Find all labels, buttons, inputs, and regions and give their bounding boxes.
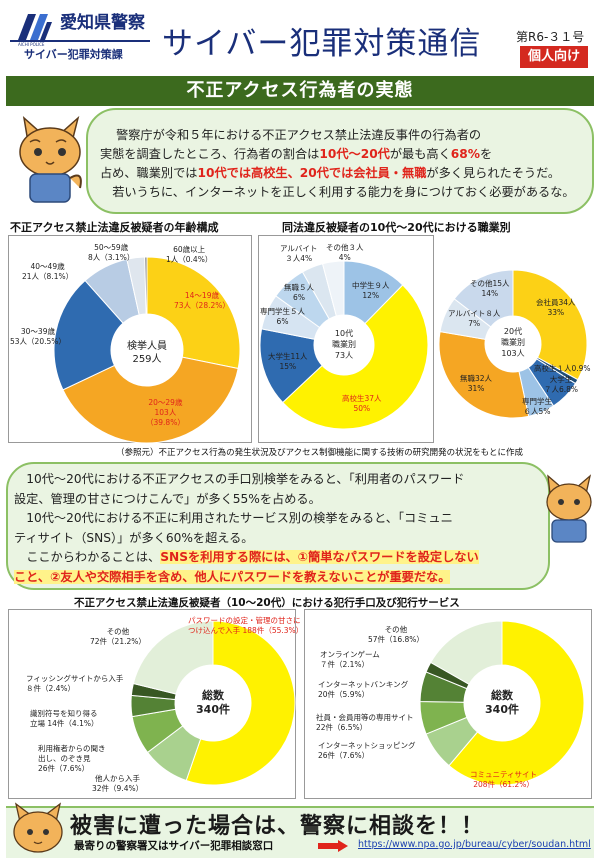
job10-label-parttime: アルバイト ３人4% <box>280 244 318 263</box>
bottom-bar <box>6 806 594 858</box>
job20-label-unemployed: 無職32人 31% <box>460 374 493 393</box>
cat-mascot-2-icon <box>546 474 592 543</box>
age-center-value: 259人 <box>132 354 162 365</box>
job20-label-parttime: アルバイト８人 7% <box>448 309 501 328</box>
age-label-fifties: 50～59歳 8人（3.1%） <box>88 243 135 262</box>
job20-label-vocational: 専門学生 ６人5% <box>522 397 552 416</box>
intro-highlight-age: 10代～20代 <box>319 147 390 161</box>
method-chart-title: 不正アクセス禁止法違反被疑者（10～20代）における犯行手口及び犯行サービス <box>74 597 460 609</box>
age-center-title: 検挙人員 <box>127 341 167 352</box>
org-name: 愛知県警察 <box>60 13 145 33</box>
summary-line-3: 10代～20代における不正に利用されたサービス別の検挙をみると、「コミュニ <box>26 511 453 525</box>
audience-badge: 個人向け <box>520 46 588 68</box>
police-logo-icon <box>18 14 52 40</box>
service-label-online-game: オンラインゲーム ７件（2.1%） <box>320 650 380 669</box>
intro-highlight-percent: 68% <box>450 147 480 161</box>
method-label-others-obtain: 他人から入手 32件（9.4%） <box>92 774 144 793</box>
job10-label-unemployed: 無職５人 6% <box>284 283 314 302</box>
bulletin-title: サイバー犯罪対策通信 <box>162 26 482 62</box>
service-center: 総数 340件 <box>485 689 519 716</box>
intro-line-3b: が多く見られたそうだ。 <box>426 166 561 180</box>
dept-name: サイバー犯罪対策課 <box>24 48 123 61</box>
intro-box <box>86 108 594 214</box>
consult-heading: 被害に遭った場合は、警察に相談を！！ <box>70 814 485 839</box>
job10-center: 10代 職業別 73人 <box>332 329 356 360</box>
summary-line-2: 設定、管理の甘さにつけこんで」が多く55%を占める。 <box>14 491 321 506</box>
job10-label-high: 高校生37人 50% <box>342 394 382 413</box>
age-label-twenties: 20～29歳 103人 （39.8%） <box>146 398 185 427</box>
job10-label-vocational: 専門学生５人 6% <box>260 307 305 326</box>
age-chart-center: 検挙人員 259人 <box>122 340 172 366</box>
method-center: 総数 340件 <box>196 689 230 716</box>
age-label-teens: 14～19歳 73人（28.2%） <box>174 291 230 310</box>
method-label-password: パスワードの設定・管理の甘さに つけ込んで入手 188件（55.3%） <box>188 616 304 635</box>
consult-url-link[interactable]: https://www.npa.go.jp/bureau/cyber/souda… <box>358 839 591 850</box>
age-label-sixties: 60歳以上 1人（0.4%） <box>166 245 213 264</box>
age-chart-title: 不正アクセス禁止法違反被疑者の年齢構成 <box>10 221 219 234</box>
intro-line-2b: が最も高く <box>389 147 451 161</box>
intro-line-3a: 占め、職業別では <box>100 166 198 180</box>
summary-highlight-1: SNSを利用する際には、①簡単なパスワードを設定しない <box>160 550 479 564</box>
age-label-thirties: 30～39歳 53人（20.5%） <box>10 327 66 346</box>
job20-label-employee: 会社員34人 33% <box>536 298 576 317</box>
summary-line-1: 10代～20代における不正アクセスの手口別検挙をみると、「利用者のパスワード <box>26 472 465 486</box>
service-chart-frame <box>304 609 592 799</box>
intro-line-1: 警察庁が令和５年における不正アクセス禁止法違反事件の行為者の <box>116 128 482 142</box>
summary-line-5: ここからわかることは、 <box>26 550 161 564</box>
summary-box <box>6 462 550 590</box>
intro-line-2c: を <box>479 147 493 161</box>
summary-highlight-2: こと、②友人や交際相手を含め、他人にパスワードを教えないことが重要だな。 <box>14 569 451 584</box>
method-label-peek: 利用権者からの聞き 出し、のぞき見 26件（7.6%） <box>38 744 106 773</box>
cat-mascot-3-icon <box>13 802 63 853</box>
issue-number: 第R6-３１号 <box>516 30 585 44</box>
intro-line-4: 若いうちに、インターネットを正しく利用する能力を身につけておく必要があるな。 <box>112 185 575 199</box>
job20-label-high: 高校生１人0.9% <box>534 364 591 373</box>
job20-label-university: 大学生 ７人6.8% <box>544 375 579 394</box>
summary-line-4: ティサイト（SNS）」が多く60%を超える。 <box>14 530 254 545</box>
method-label-position: 識別符号を知り得る 立場 14件（4.1%） <box>30 709 99 728</box>
summary-text: 10代～20代における不正アクセスの手口別検挙をみると、「利用者のパスワード 設… <box>14 470 542 587</box>
banner-title: 不正アクセス行為者の実態 <box>186 80 414 101</box>
banner-background <box>6 76 594 106</box>
intro-text: 警察庁が令和５年における不正アクセス禁止法違反事件の行為者の 実態を調査したとこ… <box>100 126 588 202</box>
job20-label-other: その他15人 14% <box>470 279 510 298</box>
header-rule <box>10 40 150 42</box>
job10-label-other: その他３人 4% <box>326 243 364 262</box>
job10-label-university: 大学生11人 15% <box>268 352 308 371</box>
arrow-right-icon <box>318 840 348 852</box>
intro-line-2a: 実態を調査したところ、行為者の割合は <box>100 147 320 161</box>
job-chart-title: 同法違反被疑者の10代～20代における職業別 <box>282 221 511 234</box>
service-label-banking: インターネットバンキング 20件（5.9%） <box>318 680 409 699</box>
service-label-shopping: インターネットショッピング 26件（7.6%） <box>318 741 416 760</box>
cat-mascot-icon <box>19 115 82 203</box>
service-label-community: コミュニティサイト 208件（61.2%） <box>470 770 538 789</box>
job10-label-middle: 中学生９人 12% <box>352 281 390 300</box>
method-label-phishing: フィッシングサイトから入手 ８件（2.4%） <box>26 674 124 693</box>
method-label-other: その他 72件（21.2%） <box>90 627 146 646</box>
age-label-forties: 40～49歳 21人（8.1%） <box>22 262 74 281</box>
consult-subtext: 最寄りの警察署又はサイバー犯罪相談窓口 <box>74 840 274 852</box>
service-label-other: その他 57件（16.8%） <box>368 625 424 644</box>
intro-highlight-jobs: 10代では高校生、20代では会社員・無職 <box>197 166 427 180</box>
job20-center: 20代 職業別 103人 <box>501 327 525 358</box>
logo-tag: AICHI POLICE <box>18 42 45 47</box>
service-label-member-site: 社員・会員用等の専用サイト 22件（6.5%） <box>316 713 414 732</box>
reference-note: （参照元）不正アクセス行為の発生状況及びアクセス制御機能に関する技術の研究開発の… <box>116 448 523 458</box>
